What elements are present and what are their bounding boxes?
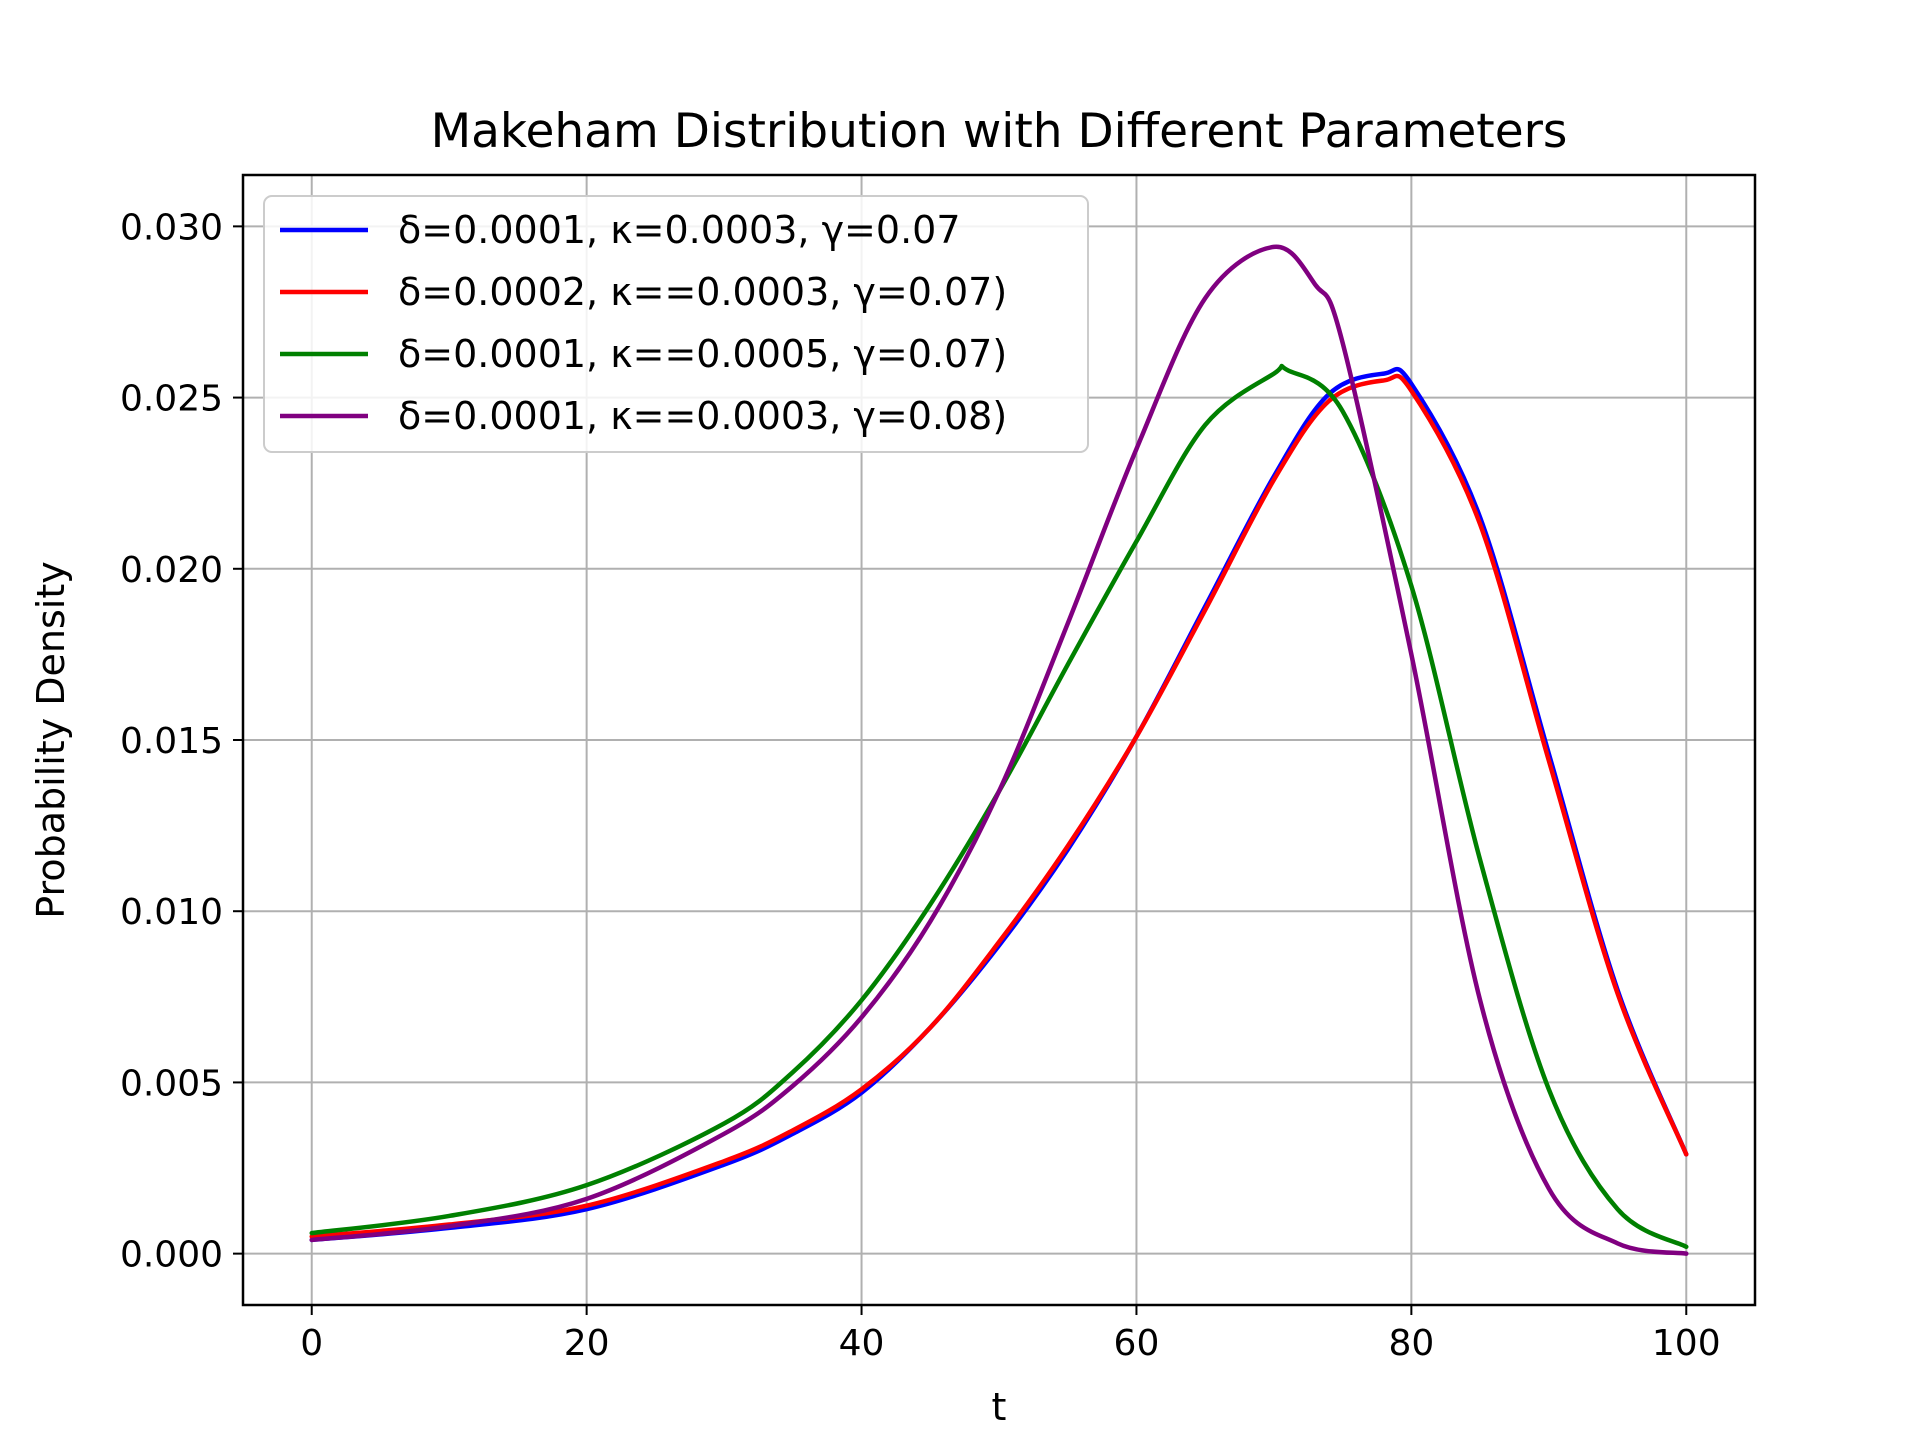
y-tick-label: 0.030 bbox=[120, 207, 223, 248]
legend-box bbox=[263, 195, 1089, 453]
legend-label: δ=0.0002, κ==0.0003, γ=0.07) bbox=[398, 270, 1007, 314]
legend-label: δ=0.0001, κ==0.0005, γ=0.07) bbox=[398, 332, 1007, 376]
x-tick-label: 40 bbox=[839, 1323, 885, 1364]
x-axis-label: t bbox=[992, 1385, 1007, 1429]
chart-title: Makeham Distribution with Different Para… bbox=[431, 104, 1568, 159]
y-axis-label: Probability Density bbox=[29, 561, 73, 918]
legend: δ=0.0001, κ=0.0003, γ=0.07 δ=0.0002, κ==0… bbox=[263, 195, 1089, 453]
y-tick-label: 0.025 bbox=[120, 379, 223, 420]
series-line-purple bbox=[309, 244, 1689, 1256]
x-tick-label: 80 bbox=[1388, 1323, 1434, 1364]
x-tick-label: 20 bbox=[564, 1323, 610, 1364]
y-tick-label: 0.015 bbox=[120, 721, 223, 762]
series-line-green bbox=[309, 363, 1689, 1250]
legend-label: δ=0.0001, κ==0.0003, γ=0.08) bbox=[398, 394, 1007, 438]
y-tick-label: 0.000 bbox=[120, 1235, 223, 1276]
series-line-red bbox=[309, 373, 1689, 1239]
x-tick-label: 100 bbox=[1652, 1323, 1721, 1364]
x-tick-label: 0 bbox=[300, 1323, 323, 1364]
series-line-blue bbox=[309, 366, 1689, 1243]
y-tick-label: 0.005 bbox=[120, 1063, 223, 1104]
legend-label: δ=0.0001, κ=0.0003, γ=0.07 bbox=[398, 208, 961, 252]
y-tick-label: 0.020 bbox=[120, 550, 223, 591]
series-lines bbox=[309, 244, 1689, 1256]
x-tick-label: 60 bbox=[1114, 1323, 1160, 1364]
y-tick-label: 0.010 bbox=[120, 892, 223, 933]
axis-ticks: 0 20 40 60 80 100 0.000 0.005 0.010 0.015 0.020 0.0… bbox=[120, 207, 1721, 1364]
